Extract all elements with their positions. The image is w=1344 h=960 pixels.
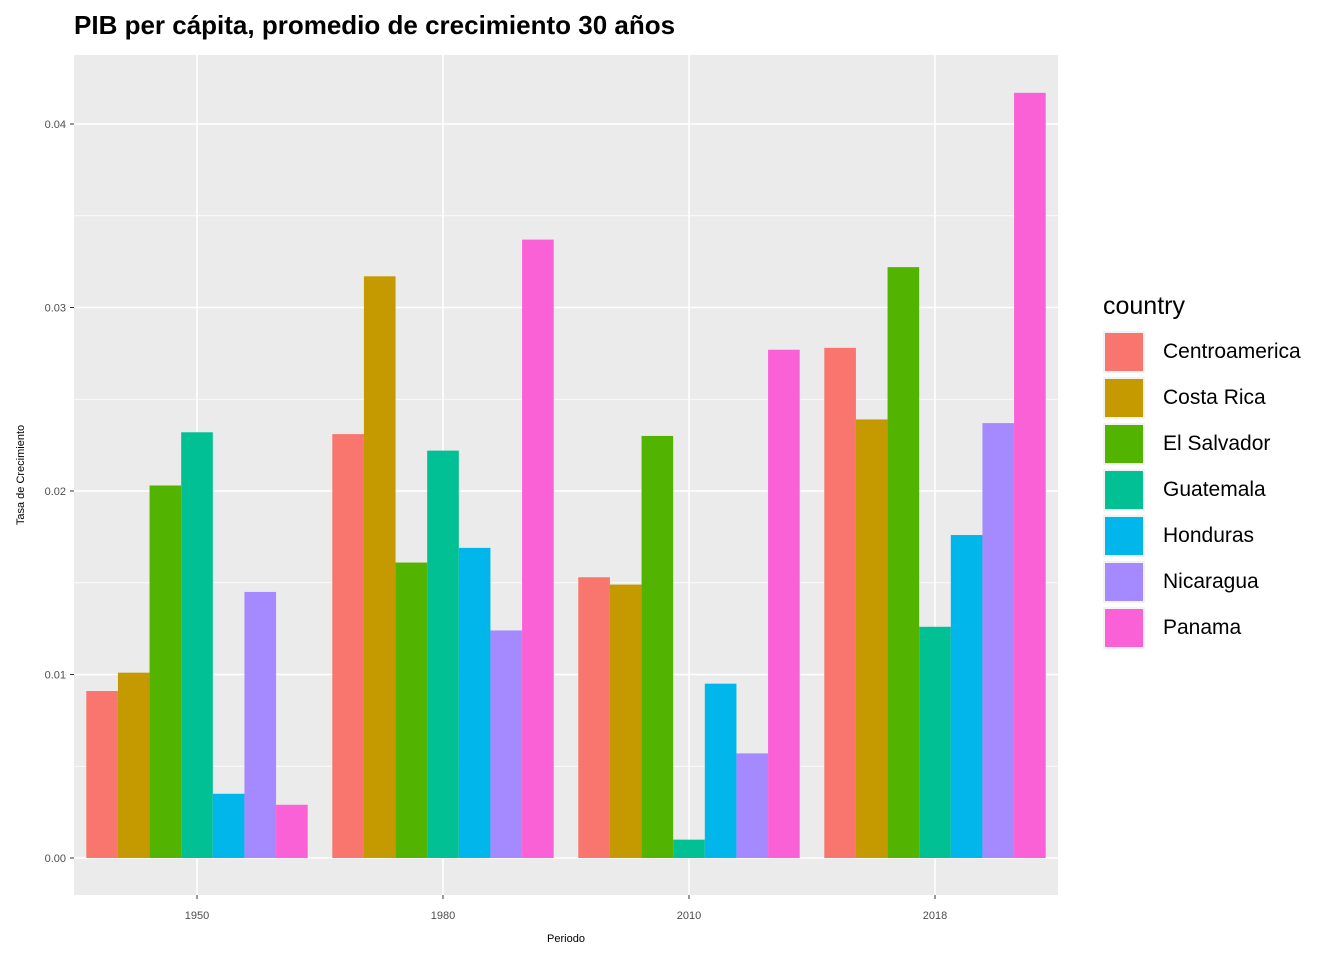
bar-panama-1980 (522, 239, 554, 859)
bar-guatemala-1980 (427, 450, 459, 858)
y-tick-label: 0.02 (45, 486, 66, 498)
legend-key (1103, 331, 1145, 373)
y-tick-label: 0.03 (45, 303, 66, 315)
y-axis-title: Tasa de Crecimiento (15, 425, 27, 525)
legend-label: Panama (1163, 616, 1242, 639)
bar-el-salvador-1950 (149, 485, 182, 858)
bars-group (86, 92, 1046, 859)
legend: country Centroamerica Costa Rica El Salvad… (1103, 292, 1301, 651)
legend-title: country (1103, 292, 1185, 320)
legend-label: Nicaragua (1163, 570, 1259, 593)
bar-honduras-2010 (704, 683, 737, 858)
legend-item: Centroamerica (1103, 329, 1301, 375)
y-axis: 0.00 0.01 0.02 0.03 0.04 (45, 119, 74, 865)
legend-item: El Salvador (1103, 421, 1301, 467)
x-tick-label: 2018 (923, 910, 947, 922)
bar-centroamerica-2010 (578, 577, 610, 858)
bar-nicaragua-2010 (736, 753, 769, 858)
legend-label: Costa Rica (1163, 386, 1266, 409)
bar-centroamerica-1950 (86, 691, 118, 858)
legend-label: El Salvador (1163, 432, 1271, 455)
legend-key (1103, 561, 1145, 603)
bar-nicaragua-2018 (982, 423, 1015, 858)
bar-costa-rica-2010 (609, 584, 642, 858)
legend-key (1103, 515, 1145, 557)
bar-centroamerica-1980 (332, 434, 364, 858)
bar-panama-2018 (1014, 92, 1046, 859)
bar-costa-rica-1980 (363, 276, 396, 858)
bar-honduras-1980 (458, 547, 491, 858)
legend-item: Nicaragua (1103, 559, 1301, 605)
bar-guatemala-1950 (181, 432, 213, 858)
legend-item: Honduras (1103, 513, 1301, 559)
bar-guatemala-2010 (673, 839, 705, 858)
bar-panama-1950 (276, 804, 308, 858)
legend-items: Centroamerica Costa Rica El Salvador Guatem… (1103, 329, 1301, 651)
legend-key (1103, 377, 1145, 419)
y-tick-label: 0.04 (45, 119, 66, 131)
chart-title: PIB per cápita, promedio de crecimiento … (74, 10, 676, 40)
x-tick-label: 1980 (431, 910, 455, 922)
bar-centroamerica-2018 (824, 347, 856, 858)
bar-el-salvador-1980 (395, 562, 428, 858)
bar-costa-rica-2018 (855, 419, 888, 858)
y-tick-label: 0.00 (45, 853, 66, 865)
legend-label: Guatemala (1163, 478, 1266, 501)
y-tick-label: 0.01 (45, 670, 66, 682)
bar-nicaragua-1980 (490, 630, 523, 858)
legend-label: Honduras (1163, 524, 1255, 547)
legend-key (1103, 607, 1145, 649)
bar-panama-2010 (768, 349, 800, 858)
bar-costa-rica-1950 (117, 672, 150, 858)
bar-el-salvador-2010 (641, 435, 674, 858)
x-axis: 1950 1980 2010 2018 (185, 895, 947, 922)
x-tick-label: 1950 (185, 910, 209, 922)
bar-guatemala-2018 (919, 626, 951, 858)
legend-item: Costa Rica (1103, 375, 1301, 421)
bar-honduras-2018 (950, 535, 983, 858)
x-tick-label: 2010 (677, 910, 701, 922)
legend-item: Panama (1103, 605, 1301, 651)
legend-key (1103, 423, 1145, 465)
bar-el-salvador-2018 (887, 267, 920, 858)
legend-label: Centroamerica (1163, 340, 1301, 363)
bar-nicaragua-1950 (244, 591, 277, 858)
legend-key (1103, 469, 1145, 511)
bar-honduras-1950 (212, 793, 245, 858)
legend-item: Guatemala (1103, 467, 1301, 513)
x-axis-title: Periodo (547, 933, 585, 945)
